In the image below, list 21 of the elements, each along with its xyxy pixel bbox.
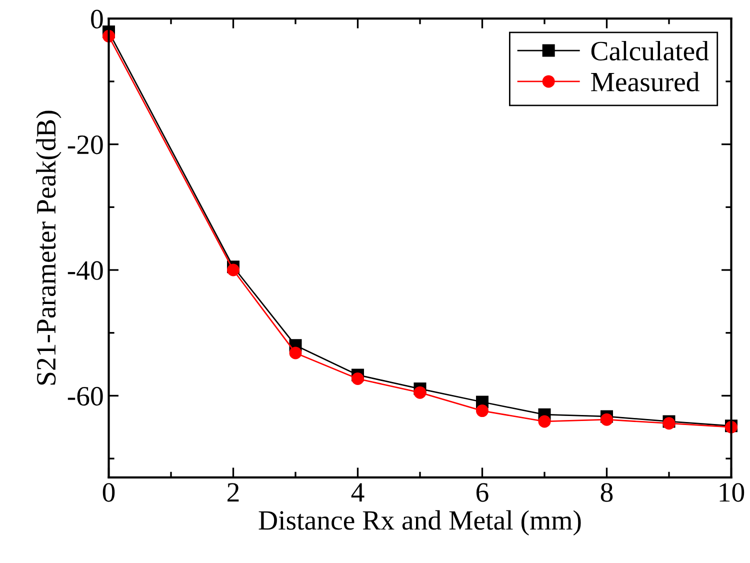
point bbox=[476, 404, 488, 418]
legend-label: Calculated bbox=[591, 40, 709, 61]
y-tick-label: -20 bbox=[68, 135, 103, 154]
point bbox=[414, 386, 426, 399]
x-tick-label: 10 bbox=[720, 483, 744, 502]
x-tick-label: 0 bbox=[102, 483, 115, 502]
point bbox=[538, 415, 551, 428]
y-axis-title: S21-Parameter Peak(dB) bbox=[36, 110, 62, 385]
point bbox=[227, 264, 240, 276]
x-tick-label: 8 bbox=[600, 483, 613, 502]
legend-label: Measured bbox=[591, 72, 700, 92]
y-tick-label: -40 bbox=[68, 261, 103, 280]
x-tick-label: 2 bbox=[228, 483, 239, 502]
y-tick-label: -60 bbox=[68, 386, 103, 406]
x-tick-label: 6 bbox=[476, 483, 488, 502]
y-tick-label: 0 bbox=[91, 10, 103, 28]
point bbox=[600, 413, 613, 426]
point bbox=[352, 372, 364, 385]
x-tick-label: 4 bbox=[351, 483, 364, 502]
x-axis-title: Distance Rx and Metal (mm) bbox=[258, 510, 581, 536]
point bbox=[289, 346, 302, 360]
